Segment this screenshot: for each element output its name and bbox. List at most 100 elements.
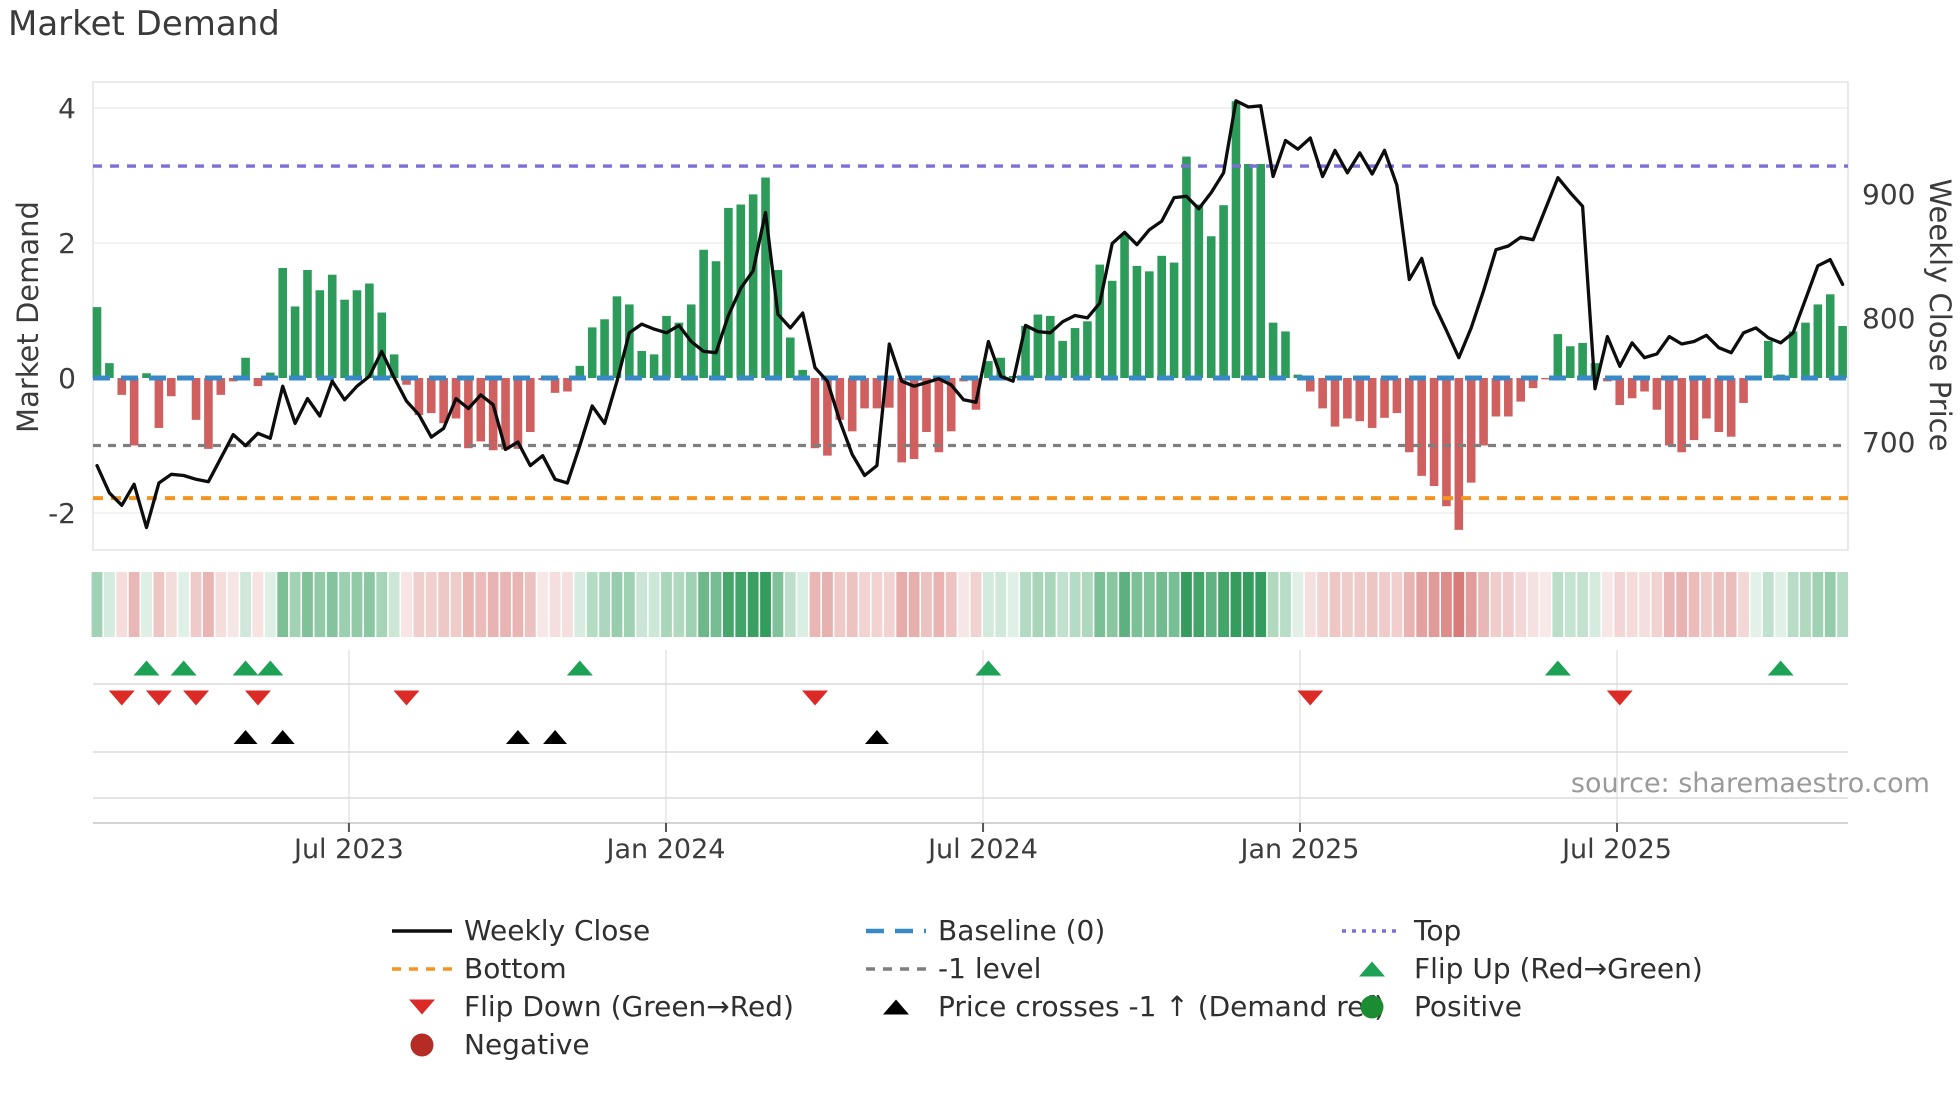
heatmap-cell xyxy=(1441,572,1452,637)
heatmap-cell xyxy=(240,572,251,637)
demand-bar xyxy=(1578,342,1587,378)
heatmap-cell xyxy=(698,572,710,637)
demand-bar xyxy=(464,378,473,449)
heatmap-cell xyxy=(512,572,524,637)
heatmap-cell xyxy=(413,572,425,637)
demand-bar xyxy=(761,177,770,378)
legend-item: Flip Down (Green→Red) xyxy=(409,990,794,1023)
price-cross-marker xyxy=(233,730,258,744)
heatmap-cell xyxy=(103,572,115,637)
demand-bar xyxy=(389,354,399,378)
heatmap-cell xyxy=(1119,572,1130,637)
x-tick-label: Jul 2023 xyxy=(292,834,404,865)
demand-bar xyxy=(1714,378,1724,432)
flip-up-marker xyxy=(1767,660,1794,676)
heatmap-cell xyxy=(264,572,276,637)
heatmap-cell xyxy=(549,572,561,637)
heatmap-cell xyxy=(153,572,165,637)
heatmap-cell xyxy=(883,572,895,637)
heatmap-cell xyxy=(1205,572,1217,637)
demand-bar xyxy=(1132,265,1142,378)
demand-bar xyxy=(674,322,684,378)
heatmap-cell xyxy=(1156,572,1168,637)
heatmap-cell xyxy=(1800,572,1811,637)
price-cross-markers xyxy=(233,730,889,744)
flip-down-marker xyxy=(1606,690,1633,706)
legend-item: Weekly Close xyxy=(392,914,650,947)
heatmap-cell xyxy=(1738,572,1749,637)
heatmap-cell xyxy=(141,572,152,637)
demand-bar xyxy=(1677,378,1686,453)
heatmap-cell xyxy=(859,572,870,637)
demand-bar xyxy=(1417,378,1426,476)
demand-bar xyxy=(1504,378,1513,417)
legend-label: Weekly Close xyxy=(464,914,650,947)
demand-bar xyxy=(1627,378,1637,399)
heatmap-cell xyxy=(710,572,722,637)
demand-bar xyxy=(1107,280,1117,378)
heatmap-cell xyxy=(203,572,214,637)
reference-lines xyxy=(93,164,1848,501)
heatmap-cell xyxy=(1651,572,1663,637)
demand-bar xyxy=(798,369,807,378)
heatmap-cell xyxy=(1775,572,1787,637)
heatmap-cell xyxy=(524,572,536,637)
demand-bar xyxy=(1281,331,1290,378)
demand-bar xyxy=(1652,378,1662,410)
heatmap-cell xyxy=(1267,572,1279,637)
heatmap-cell xyxy=(1564,572,1576,637)
demand-bar xyxy=(810,378,820,449)
right-axis-label: Weekly Close Price xyxy=(1923,178,1957,452)
heatmap-cell xyxy=(958,572,970,637)
flip-up-marker xyxy=(133,660,160,676)
heatmap-cell xyxy=(463,572,474,637)
heatmap-cell xyxy=(1304,572,1316,637)
demand-bar xyxy=(129,378,139,446)
demand-bar xyxy=(1838,326,1847,378)
heatmap-cell xyxy=(1540,572,1551,637)
demand-bar xyxy=(1157,255,1166,378)
heatmap-cell xyxy=(1639,572,1650,637)
heatmap-cell xyxy=(252,572,264,637)
demand-bar xyxy=(1120,234,1129,378)
heatmap-cell xyxy=(933,572,945,637)
demand-bar xyxy=(885,378,894,408)
heatmap-cell xyxy=(339,572,351,637)
demand-bar xyxy=(426,378,436,414)
demand-bar xyxy=(1404,378,1414,453)
flip-up-marker xyxy=(1544,660,1571,676)
demand-bar xyxy=(1145,271,1154,378)
demand-bar xyxy=(1318,378,1327,409)
heatmap-cell xyxy=(128,572,140,637)
demand-bar xyxy=(1182,156,1191,378)
axis-tick-labels: 4 2 0 -2 900 800 700 Jul 2023 Jan 2024 Jul 2024 Ja… xyxy=(48,92,1915,865)
flip-up-marker xyxy=(232,660,259,676)
heatmap-cell xyxy=(1663,572,1675,637)
heatmap-cell xyxy=(1465,572,1477,637)
heatmap-cell xyxy=(450,572,462,637)
demand-bar xyxy=(835,378,845,420)
x-tick-label: Jan 2024 xyxy=(605,834,726,865)
heatmap-cell xyxy=(1106,572,1118,637)
demand-bar xyxy=(1330,378,1340,427)
demand-bar xyxy=(1021,326,1030,378)
demand-bar xyxy=(897,378,907,463)
price-cross-marker xyxy=(543,730,568,744)
heatmap-cell xyxy=(1143,572,1155,637)
demand-bar xyxy=(278,267,288,378)
demand-bar xyxy=(1305,378,1315,392)
heatmap-cell xyxy=(1750,572,1762,637)
legend-label: Bottom xyxy=(464,952,567,985)
heatmap-cell xyxy=(1354,572,1366,637)
demand-bar xyxy=(315,290,325,378)
flip-down-marker xyxy=(802,690,829,706)
flip-down-marker xyxy=(1297,690,1324,706)
heatmap-cell xyxy=(376,572,388,637)
x-tick-label: Jul 2025 xyxy=(1560,834,1672,865)
legend-item: Baseline (0) xyxy=(866,914,1105,947)
heatmap-cell xyxy=(1453,572,1465,637)
legend-item: -1 level xyxy=(866,952,1041,985)
heatmap-cell xyxy=(611,572,623,637)
heatmap-cell xyxy=(500,572,511,637)
